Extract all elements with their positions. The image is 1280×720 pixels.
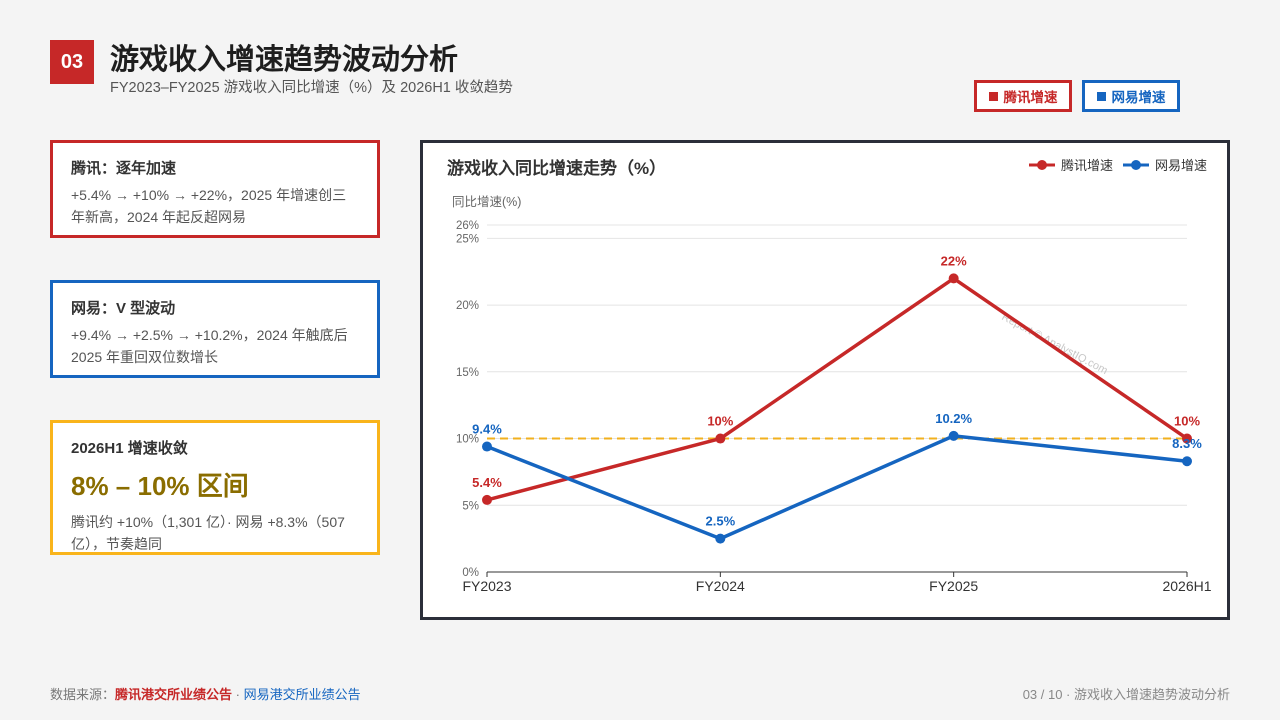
y-axis-label: 同比增速(%) (452, 194, 521, 209)
legend-label: 网易增速 (1155, 158, 1207, 173)
y-tick-label: 5% (462, 500, 479, 512)
insight-card-netease: 网易：V 型波动 +9.4% → +2.5% → +10.2%，2024 年触底… (50, 280, 380, 378)
source-netease: 网易港交所业绩公告 (243, 687, 361, 702)
y-tick-label: 25% (456, 233, 479, 245)
data-label: 8.3% (1172, 436, 1202, 451)
card-title: 网易：V 型波动 (71, 300, 176, 317)
footer-page-info: 03 / 10 · 游戏收入增速趋势波动分析 (1022, 687, 1230, 702)
data-point (715, 533, 726, 544)
source-prefix: 数据来源： (50, 687, 116, 702)
x-tick-label: FY2024 (696, 578, 745, 594)
source-tencent: 腾讯港交所业绩公告 (115, 687, 233, 702)
section-number-badge: 03 (50, 40, 94, 84)
insight-card-tencent: 腾讯：逐年加速 +5.4% → +10% → +22%，2025 年增速创三年新… (50, 140, 380, 238)
square-icon (1096, 91, 1106, 101)
page-subtitle: FY2023–FY2025 游戏收入同比增速（%）及 2026H1 收敛趋势 (110, 80, 513, 96)
data-label: 10% (707, 414, 733, 429)
square-icon (988, 91, 998, 101)
card-text: 腾讯约 +10%（1,301 亿）· 网易 +8.3%（507 亿），节奏趋同 (71, 514, 345, 552)
data-label: 22% (941, 253, 967, 268)
y-tick-label: 10% (456, 434, 479, 446)
card-text: +9.4% → +2.5% → +10.2%，2024 年触底后 2025 年重… (71, 327, 348, 365)
y-tick-label: 20% (456, 300, 479, 312)
series-line-0 (485, 276, 1189, 502)
source-separator: · (232, 687, 244, 702)
y-tick-label: 26% (456, 220, 479, 232)
insight-card-2026h1: 2026H1 增速收敛 8% – 10% 区间 腾讯约 +10%（1,301 亿… (50, 420, 380, 555)
chart-title: 游戏收入同比增速走势（%） (447, 158, 666, 178)
footer-source: 数据来源：腾讯港交所业绩公告 · 网易港交所业绩公告 (50, 684, 361, 703)
y-tick-label: 0% (462, 567, 479, 579)
x-tick-label: FY2023 (462, 578, 511, 594)
legend-marker (1131, 160, 1141, 170)
data-label: 9.4% (472, 422, 502, 437)
x-tick-label: 2026H1 (1162, 578, 1211, 594)
data-point (1182, 433, 1192, 444)
series-line-1 (485, 434, 1189, 541)
data-point (482, 441, 492, 452)
data-label: 10% (1174, 414, 1200, 429)
page-title: 游戏收入增速趋势波动分析 (110, 44, 459, 76)
legend-chip-tencent[interactable]: 腾讯增速 (974, 80, 1072, 112)
legend-label: 腾讯增速 (1061, 158, 1113, 173)
data-label: 10.2% (935, 411, 972, 426)
legend-chip-label: 腾讯增速 (1003, 90, 1058, 105)
data-label: 5.4% (472, 475, 502, 490)
data-point (948, 430, 959, 441)
line-chart: 游戏收入同比增速走势（%） 同比增速(%) 0% 5% 10% 15% 20% 25%26% F… (447, 158, 1212, 594)
data-point (1182, 456, 1192, 467)
data-label: 2.5% (706, 514, 736, 529)
data-point (715, 433, 726, 444)
legend-chip-label: 网易增速 (1111, 90, 1166, 105)
x-tick-label: FY2025 (929, 578, 978, 594)
chart-panel: 游戏收入同比增速走势（%） 同比增速(%) 0% 5% 10% 15% 20% 25% 26% F… (420, 140, 1230, 620)
card-title: 2026H1 增速收敛 (71, 440, 188, 457)
card-title: 腾讯：逐年加速 (71, 160, 177, 177)
card-text: +5.4% → +10% → +22%，2025 年增速创三年新高，2024 年… (71, 187, 347, 225)
data-point (482, 494, 492, 505)
y-tick-label: 15% (456, 367, 479, 379)
legend-marker (1037, 160, 1047, 170)
card-highlight: 8% – 10% 区间 (71, 471, 249, 501)
data-point (948, 273, 959, 284)
legend-chip-netease[interactable]: 网易增速 (1082, 80, 1180, 112)
